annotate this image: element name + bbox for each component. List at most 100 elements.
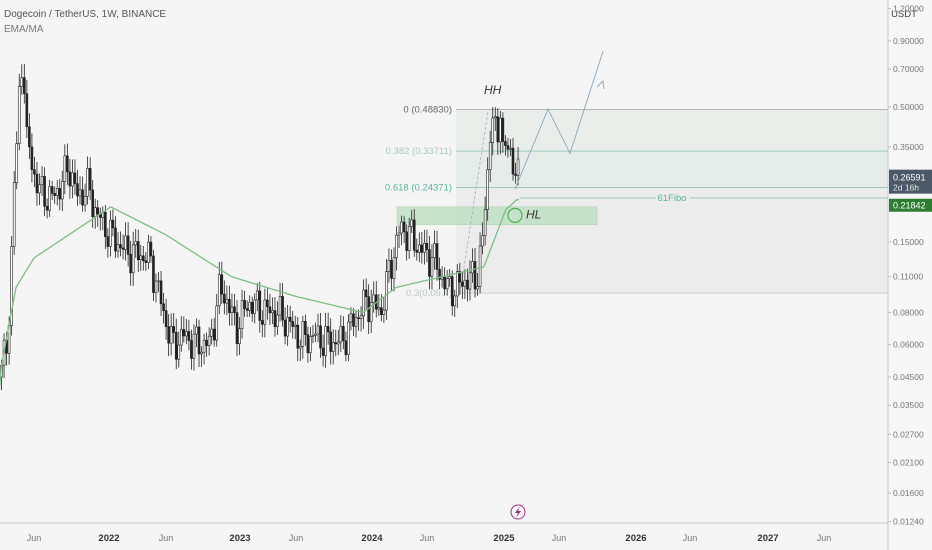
candle-body [466, 279, 469, 290]
candle-body [372, 294, 376, 303]
candle-body [266, 299, 269, 308]
time-tick-label: Jun [817, 533, 832, 543]
candle-body [177, 344, 181, 360]
price-tick-label: 0.03500 [893, 400, 924, 410]
price-tick-label: 0.02700 [893, 429, 924, 439]
candle-body [215, 305, 219, 341]
candle-body [71, 172, 74, 187]
candle-body [405, 231, 408, 251]
candle-body [299, 346, 302, 349]
candle-body [301, 321, 305, 347]
candle-body [481, 235, 484, 247]
candle-body [217, 274, 221, 307]
candle-body [476, 286, 479, 290]
price-tick-label: 0.15000 [893, 237, 924, 247]
candle-body [202, 339, 206, 353]
time-tick-label: 2026 [625, 533, 646, 544]
candle-body [152, 255, 155, 293]
price-tick-label: 0.04500 [893, 372, 924, 382]
candle-body [78, 189, 82, 197]
candle-body [420, 244, 424, 253]
hl-label: HL [526, 207, 541, 221]
indicator-label[interactable]: EMA/MA [4, 24, 44, 35]
time-axis[interactable]: Jun 2022 Jun 2023 Jun 2024 Jun 2025 Jun 2026 Jun 20… [0, 522, 888, 544]
candle-body [390, 260, 393, 279]
candle-body [458, 271, 462, 283]
time-tick-label: Jun [289, 533, 304, 543]
candle-body [109, 219, 112, 247]
candle-body [509, 147, 512, 150]
candle-body [359, 315, 363, 320]
candle-body [58, 188, 62, 200]
price-tick-label: 0.50000 [893, 102, 924, 112]
candle-body [347, 321, 350, 355]
candle-body [174, 332, 178, 360]
candle-body [124, 235, 127, 250]
candle-body [380, 307, 383, 315]
candle-body [50, 186, 54, 194]
candle-body [271, 310, 274, 314]
bar-countdown: 2d 16h [893, 183, 919, 193]
ema-price-box [889, 198, 932, 212]
candle-body [119, 244, 122, 249]
candle-body [10, 246, 13, 326]
candle-body [306, 334, 310, 354]
current-price-label: 0.26591 [893, 173, 926, 183]
candle-body [288, 316, 292, 322]
price-tick-label: 0.01240 [893, 517, 924, 527]
candle-body [55, 188, 59, 196]
candle-body [438, 269, 441, 280]
candle-body [129, 254, 132, 274]
candle-body [195, 326, 198, 335]
candle-body [309, 336, 312, 354]
candle-body [164, 310, 168, 327]
hl-support-zone [396, 206, 598, 225]
candle-body [283, 319, 287, 337]
candle-body [486, 169, 489, 210]
time-tick-label: Jun [420, 533, 435, 543]
candle-body [357, 317, 360, 320]
candle-body [182, 329, 186, 337]
candle-body [430, 257, 434, 277]
candle-body [245, 308, 249, 311]
candle-body [81, 189, 84, 206]
price-tick-label: 0.08000 [893, 307, 924, 317]
candle-body [488, 142, 492, 171]
time-tick-label: 2027 [757, 533, 778, 544]
price-tick-label: 0.11000 [893, 272, 923, 282]
candle-body [291, 321, 295, 327]
candle-body [223, 293, 226, 304]
candle-body [238, 328, 241, 345]
candle-body [60, 181, 64, 200]
fib-zone-upper [456, 109, 888, 152]
candle-body [435, 243, 439, 270]
price-tick-label: 0.35000 [893, 142, 924, 152]
time-tick-label: Jun [683, 533, 698, 543]
candle-body [43, 176, 46, 207]
candle-body [428, 249, 431, 277]
candle-body [304, 321, 307, 335]
candle-body [468, 272, 472, 290]
price-scale-bg [888, 0, 932, 550]
time-tick-label: Jun [159, 533, 174, 543]
candle-body [324, 326, 327, 356]
fib-zone-golden [456, 151, 888, 188]
candle-body [455, 271, 459, 297]
candle-body [48, 186, 51, 211]
fib-level-label: 0.618 (0.24371) [385, 182, 452, 193]
symbol-title[interactable]: Dogecoin / TetherUS, 1W, BINANCE [4, 9, 167, 20]
candle-body [33, 169, 36, 175]
candle-body [185, 331, 188, 337]
candle-body [96, 207, 100, 215]
candle-body [316, 325, 320, 335]
candle-body [230, 306, 234, 314]
candle-body [28, 126, 31, 148]
hl-circle [507, 207, 523, 223]
candle-body [362, 289, 365, 317]
candle-body [463, 279, 467, 287]
candle-body [66, 155, 69, 173]
candle-body [433, 243, 436, 258]
fibonacci-retracement[interactable]: 0 (0.48830) 0.382 (0.33711) 0.618 (0.24371… [385, 104, 888, 299]
